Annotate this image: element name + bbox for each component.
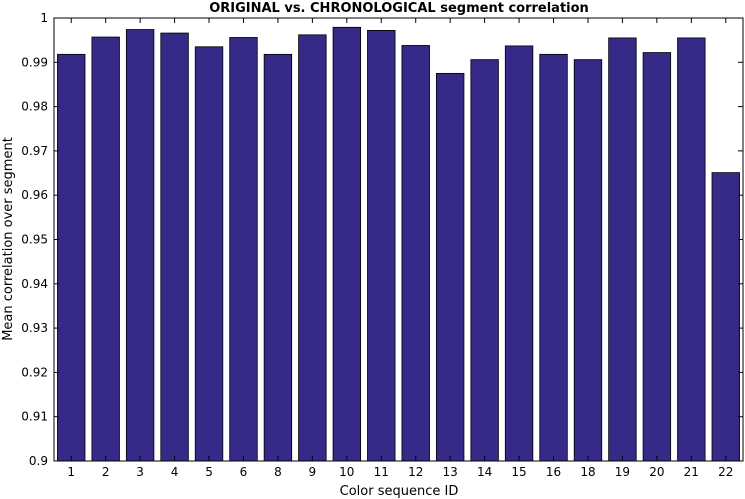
bar-6 [229, 37, 258, 462]
bar-10 [332, 26, 362, 462]
y-tick-label: 0.99 [21, 55, 48, 69]
x-axis-label: Color sequence ID [340, 484, 459, 499]
x-tick-label: 19 [615, 465, 630, 479]
x-tick-label: 5 [205, 465, 213, 479]
bar-18 [573, 59, 603, 462]
x-tick-label: 18 [580, 465, 595, 479]
x-tick-label: 20 [649, 465, 664, 479]
x-tick-label: 14 [477, 465, 492, 479]
x-tick-label: 15 [511, 465, 526, 479]
bar-2 [91, 36, 120, 462]
x-tick-label: 21 [684, 465, 699, 479]
y-tick-label: 0.98 [21, 100, 48, 114]
y-axis-label: Mean correlation over segment [1, 137, 16, 341]
bar-21 [677, 37, 706, 462]
bar-1 [57, 53, 86, 462]
y-tick-label: 0.95 [21, 233, 48, 247]
bar-22 [711, 172, 740, 462]
bar-3 [125, 29, 155, 462]
ticks-group: 0.9 0.91 0.92 0.93 0.94 0.95 0.96 0.97 0.98 0.99 1… [21, 11, 743, 479]
bar-15 [504, 45, 534, 462]
x-tick-label: 8 [274, 465, 282, 479]
bar-16 [539, 53, 568, 462]
y-tick-label: 0.92 [21, 365, 48, 379]
y-tick-label: 0.91 [21, 410, 48, 424]
bar-13 [435, 72, 465, 462]
y-tick-label: 1 [40, 11, 48, 25]
bar-9 [298, 34, 327, 462]
y-tick-label: 0.93 [21, 321, 48, 335]
x-tick-label: 11 [374, 465, 389, 479]
x-tick-label: 12 [408, 465, 423, 479]
y-tick-label: 0.96 [21, 188, 48, 202]
x-tick-label: 6 [240, 465, 248, 479]
x-tick-label: 10 [339, 465, 354, 479]
bar-11 [367, 29, 396, 462]
y-tick-label: 0.97 [21, 144, 48, 158]
x-tick-label: 2 [102, 465, 110, 479]
y-tick-label: 0.94 [21, 277, 48, 291]
bar-20 [642, 52, 672, 462]
x-tick-label: 9 [309, 465, 317, 479]
x-tick-label: 16 [546, 465, 561, 479]
bar-14 [470, 59, 499, 462]
bar-12 [401, 45, 430, 462]
chart-title: ORIGINAL vs. CHRONOLOGICAL segment corre… [209, 1, 589, 16]
bars-group [57, 26, 740, 462]
x-tick-label: 3 [136, 465, 144, 479]
y-tick-label: 0.9 [29, 454, 48, 468]
x-tick-label: 13 [443, 465, 458, 479]
x-tick-label: 1 [67, 465, 75, 479]
bar-8 [263, 53, 293, 462]
bar-4 [160, 32, 189, 462]
x-tick-label: 4 [171, 465, 179, 479]
bar-19 [608, 37, 637, 462]
x-tick-label: 22 [718, 465, 733, 479]
bar-5 [194, 46, 224, 462]
